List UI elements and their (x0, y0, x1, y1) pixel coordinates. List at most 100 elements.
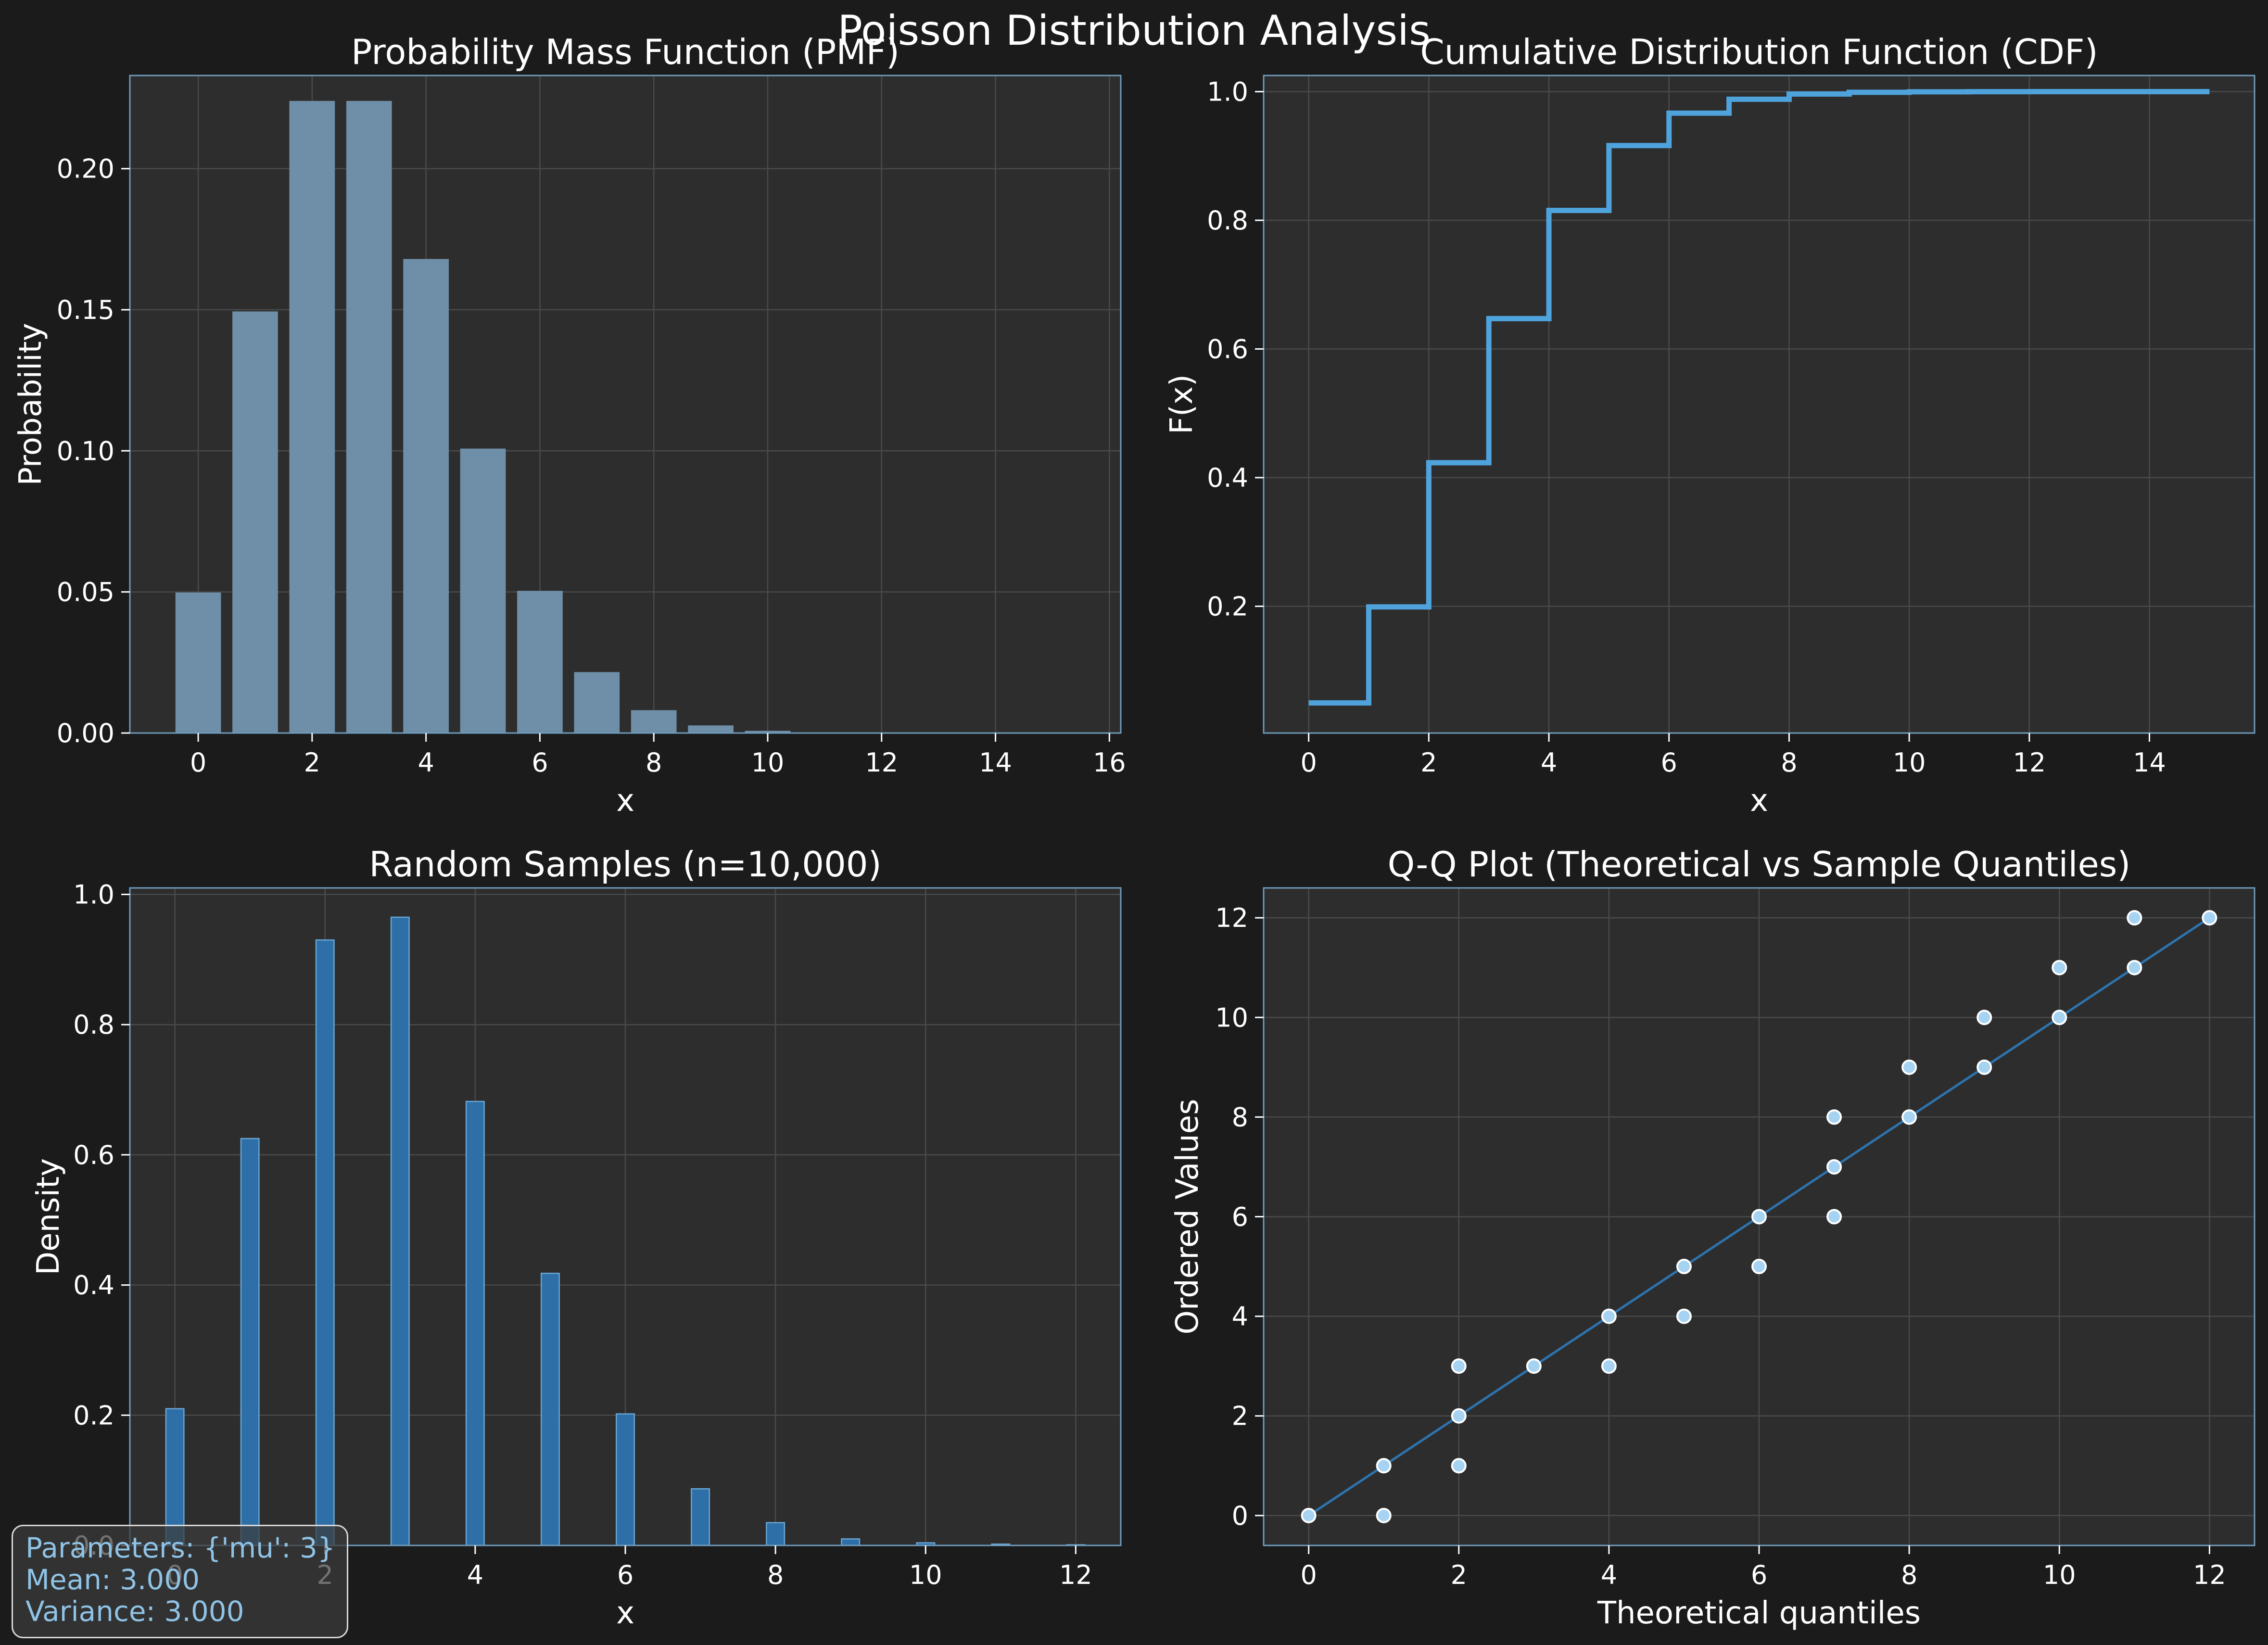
pmf-xlabel: x (616, 783, 634, 819)
qq-xlabel: Theoretical quantiles (1597, 1595, 1921, 1631)
qq-point (1451, 1458, 1467, 1474)
qq-point (1826, 1109, 1842, 1125)
qq-xtick-label: 6 (1751, 1560, 1767, 1590)
samples-bar (691, 1488, 710, 1546)
qq-point (1376, 1458, 1392, 1474)
qq-ytick-label: 8 (1232, 1102, 1248, 1132)
pmf-xtick-label: 16 (1093, 747, 1126, 778)
cdf-plot-area (1264, 76, 2255, 733)
qq-xtick-label: 4 (1601, 1560, 1617, 1590)
pmf-bar (517, 591, 563, 733)
cdf-xtick-label: 14 (2133, 747, 2166, 778)
samples-ytick-label: 0.6 (73, 1140, 114, 1170)
pmf-xtick-label: 10 (751, 747, 785, 778)
samples-bar (465, 1101, 485, 1546)
pmf-bar (346, 101, 392, 733)
qq-ytick-label: 12 (1215, 903, 1248, 933)
pmf-ylabel: Probability (13, 323, 49, 485)
qq-point (1826, 1209, 1842, 1225)
qq-xtick-label: 10 (2043, 1560, 2076, 1590)
samples-xtick-label: 8 (767, 1560, 784, 1590)
cdf-xtick-label: 8 (1781, 747, 1797, 778)
cdf-xtick-label: 2 (1420, 747, 1437, 778)
samples-title: Random Samples (n=10,000) (369, 844, 881, 885)
qq-point (2052, 1010, 2067, 1025)
samples-bar (540, 1273, 560, 1546)
pmf-xtick-label: 8 (646, 747, 662, 778)
qq-ytick-label: 2 (1232, 1401, 1248, 1431)
pmf-ytick-label: 0.20 (57, 154, 114, 184)
samples-bar (240, 1138, 260, 1546)
parameters-text: Parameters: {'mu': 3} (25, 1531, 335, 1564)
samples-bar (766, 1522, 786, 1546)
pmf-xtick-label: 12 (865, 747, 898, 778)
qq-ytick-label: 0 (1232, 1501, 1248, 1531)
qq-point (1451, 1358, 1467, 1374)
cdf-xlabel: x (1750, 783, 1768, 819)
cdf-ytick-label: 0.2 (1207, 591, 1248, 621)
pmf-bar (175, 592, 221, 733)
qq-xtick-label: 2 (1451, 1560, 1467, 1590)
qq-panel: 0 2 4 6 8 10 12 0 2 4 6 8 10 12 Q-Q Plot (Theoretical … (1170, 844, 2255, 1631)
qq-xtick-label: 12 (2193, 1560, 2226, 1590)
mean-text: Mean: 3.000 (25, 1563, 200, 1596)
cdf-ytick-label: 0.4 (1207, 463, 1248, 493)
qq-point (1676, 1308, 1692, 1324)
cdf-xtick-label: 0 (1300, 747, 1317, 778)
qq-point (1451, 1408, 1467, 1424)
cdf-xtick-label: 12 (2013, 747, 2046, 778)
pmf-ytick-label: 0.10 (57, 436, 114, 466)
qq-point (2127, 960, 2142, 975)
samples-ylabel: Density (31, 1158, 66, 1275)
cdf-title: Cumulative Distribution Function (CDF) (1420, 32, 2098, 72)
pmf-spines (129, 75, 1122, 734)
pmf-panel: 0 2 4 6 8 10 12 14 16 0.00 0.05 0.10 0.15 0.20 Probabi… (13, 32, 1126, 819)
qq-ylabel: Ordered Values (1170, 1099, 1205, 1335)
pmf-plot-area (130, 76, 1121, 733)
qq-point (2052, 960, 2067, 975)
qq-point (1601, 1358, 1617, 1374)
samples-ytick-label: 1.0 (73, 880, 114, 910)
cdf-ylabel: F(x) (1164, 374, 1200, 434)
cdf-xtick-label: 6 (1661, 747, 1677, 778)
pmf-bar (745, 731, 791, 733)
qq-point (1526, 1358, 1542, 1374)
samples-xlabel: x (616, 1595, 634, 1631)
variance-text: Variance: 3.000 (25, 1595, 244, 1628)
pmf-bar (289, 101, 335, 733)
samples-bar (315, 939, 335, 1546)
samples-ytick-label: 0.8 (73, 1010, 114, 1040)
pmf-bar (688, 725, 734, 733)
samples-ytick-label: 0.4 (73, 1270, 114, 1301)
qq-xtick-label: 0 (1300, 1560, 1317, 1590)
cdf-ytick-label: 1.0 (1207, 76, 1248, 107)
samples-bar (165, 1408, 185, 1546)
cdf-xtick-label: 10 (1893, 747, 1926, 778)
figure-suptitle: Poisson Distribution Analysis (837, 7, 1431, 55)
cdf-ytick-label: 0.8 (1207, 205, 1248, 236)
qq-point (2202, 910, 2217, 926)
samples-bar (616, 1413, 635, 1546)
qq-ytick-label: 4 (1232, 1302, 1248, 1332)
pmf-bar (403, 259, 449, 733)
cdf-step-line (1308, 89, 2210, 706)
cdf-xtick-label: 4 (1541, 747, 1557, 778)
pmf-xtick-label: 2 (304, 747, 320, 778)
cdf-panel: 0 2 4 6 8 10 12 14 0.2 0.4 0.6 0.8 1.0 Cumulative Dis… (1164, 32, 2255, 819)
samples-bar (841, 1538, 861, 1546)
pmf-ytick-label: 0.15 (57, 295, 114, 325)
pmf-ytick-label: 0.00 (57, 718, 114, 748)
qq-point (1751, 1259, 1767, 1275)
qq-point (1676, 1259, 1692, 1275)
qq-point (1376, 1507, 1392, 1523)
qq-point (1977, 1059, 1992, 1075)
samples-xtick-label: 4 (467, 1560, 483, 1590)
qq-title: Q-Q Plot (Theoretical vs Sample Quantile… (1388, 844, 2131, 885)
cdf-ytick-label: 0.6 (1207, 334, 1248, 364)
pmf-xtick-label: 0 (190, 747, 206, 778)
samples-xtick-label: 6 (617, 1560, 634, 1590)
pmf-bar (574, 672, 620, 733)
parameters-info-box: Parameters: {'mu': 3} Mean: 3.000 Varian… (12, 1525, 348, 1638)
